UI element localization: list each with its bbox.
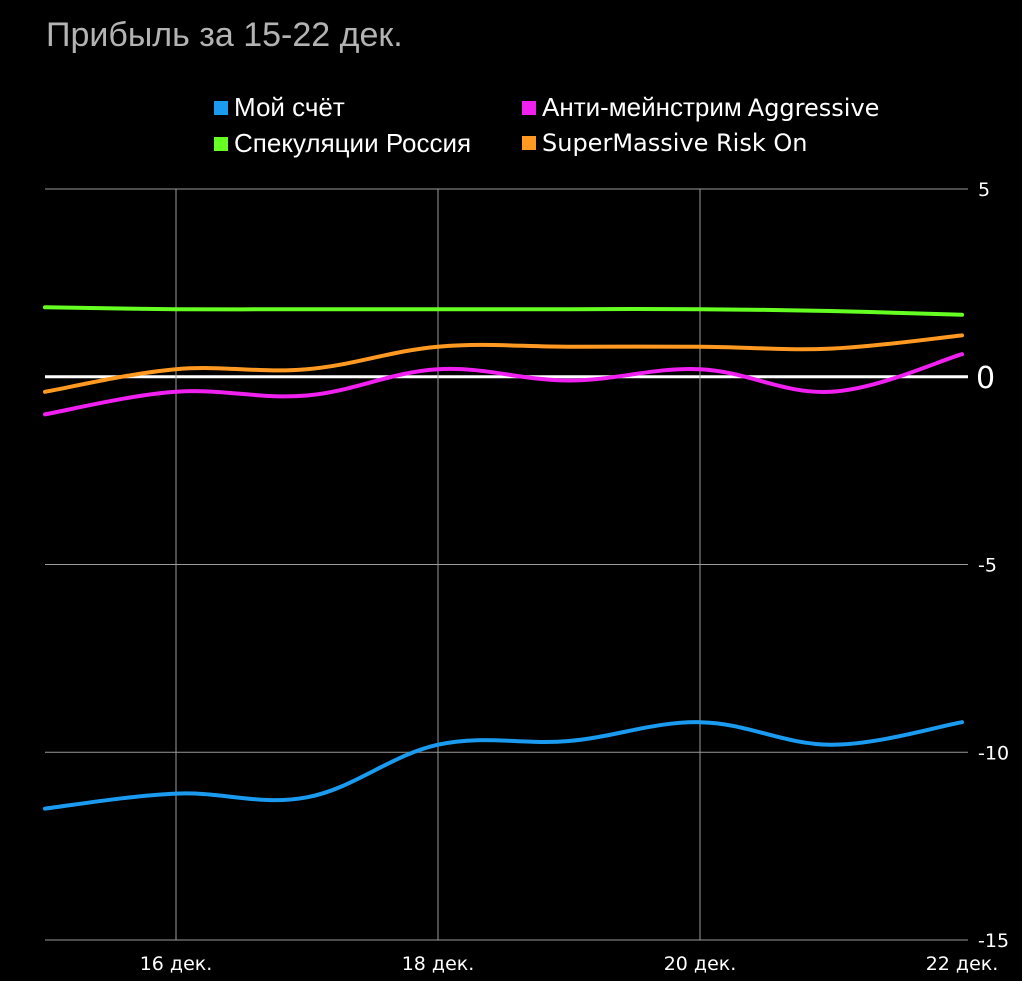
x-tick-label: 20 дек. xyxy=(664,953,737,975)
y-tick-label: -10 xyxy=(978,742,1009,764)
legend-item-my-account[interactable]: Мой счёт xyxy=(214,92,345,123)
y-tick-label: 5 xyxy=(978,179,990,201)
legend-label-anti-mainstream-suffix: Aggressive xyxy=(747,93,880,122)
x-tick-label: 18 дек. xyxy=(402,953,475,975)
tick-labels: 5 0 -5 -10 -15 16 дек. 18 дек. 20 дек. 22 дек. xyxy=(140,179,1009,975)
chart-title: Прибыль за 15-22 дек. xyxy=(46,16,403,54)
legend-swatch-speculation-russia xyxy=(214,136,228,151)
x-tick-label: 16 дек. xyxy=(140,953,213,975)
series-line-supermassive xyxy=(43,333,964,394)
y-tick-label: -5 xyxy=(978,555,997,577)
legend-item-speculation-russia[interactable]: Спекуляции Россия xyxy=(214,128,471,159)
legend-label-my-account: Мой счёт xyxy=(234,92,345,122)
legend-label-anti-mainstream: Анти-мейнстрим xyxy=(542,92,742,122)
legend-swatch-supermassive xyxy=(522,136,536,150)
series-lines xyxy=(43,305,964,811)
series-line-anti-mainstream xyxy=(43,352,964,417)
legend-label-speculation-russia: Спекуляции Россия xyxy=(234,128,472,158)
series-line-my-account xyxy=(43,720,964,811)
legend-swatch-my-account xyxy=(214,100,228,115)
legend-item-supermassive[interactable]: SuperMassive Risk On xyxy=(522,129,807,157)
x-tick-label: 22 дек. xyxy=(926,953,999,975)
legend-swatch-anti-mainstream xyxy=(522,100,536,115)
legend-label-supermassive: SuperMassive Risk On xyxy=(542,129,808,157)
series-line-speculation-russia xyxy=(43,305,964,317)
y-tick-label: 0 xyxy=(976,361,995,396)
y-tick-label: -15 xyxy=(978,930,1009,952)
legend-item-anti-mainstream[interactable]: Анти-мейнстрим Aggressive xyxy=(522,92,879,123)
grid xyxy=(45,188,968,941)
